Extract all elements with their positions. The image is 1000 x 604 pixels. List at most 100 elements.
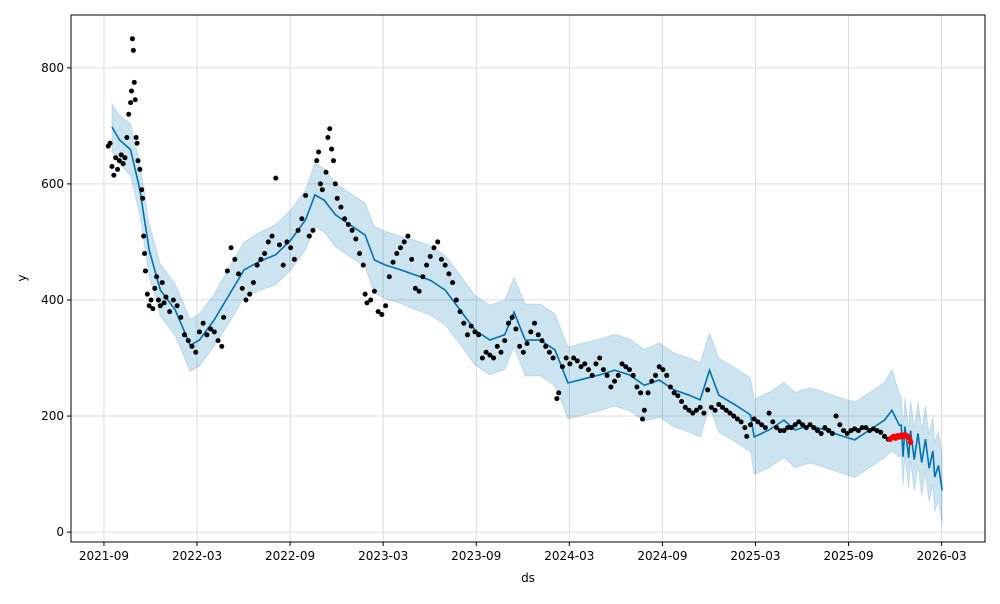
observed-point: [626, 367, 632, 373]
observed-point: [727, 410, 733, 416]
observed-point: [258, 256, 264, 262]
observed-point: [115, 166, 121, 172]
observed-point: [132, 97, 138, 103]
observed-point: [189, 343, 195, 349]
observed-point: [325, 134, 331, 140]
observed-point: [273, 175, 279, 181]
observed-point: [446, 271, 452, 277]
observed-point: [554, 396, 560, 402]
observed-point: [690, 410, 696, 416]
observed-point: [200, 320, 206, 326]
observed-point: [468, 323, 474, 329]
x-tick-label: 2023-03: [358, 549, 408, 563]
observed-point: [362, 291, 368, 297]
observed-point: [288, 245, 294, 251]
observed-point: [401, 239, 407, 245]
observed-point: [137, 166, 143, 172]
observed-point: [686, 407, 692, 413]
observed-point: [142, 268, 148, 274]
x-axis-ticks: 2021-09 2022-03 2022-09 2023-03 2023-09 2024-…: [79, 542, 967, 563]
observed-point: [528, 329, 534, 335]
observed-point: [874, 428, 880, 434]
observed-point: [550, 355, 556, 361]
observed-point: [435, 239, 441, 245]
observed-point: [535, 332, 541, 338]
observed-point: [107, 140, 113, 146]
observed-point: [185, 338, 191, 344]
observed-point: [513, 326, 519, 332]
observed-point: [111, 172, 117, 178]
observed-point: [844, 430, 850, 436]
observed-point: [409, 256, 415, 262]
observed-point: [675, 393, 681, 399]
observed-point: [211, 329, 217, 335]
observed-point: [334, 195, 340, 201]
observed-point: [608, 384, 614, 390]
observed-point: [870, 426, 876, 432]
observed-point: [221, 314, 227, 320]
observed-point: [323, 169, 329, 175]
observed-point: [236, 271, 242, 277]
observed-point: [431, 245, 437, 251]
observed-point: [424, 262, 430, 268]
observed-point: [649, 378, 655, 384]
observed-point: [881, 433, 887, 439]
observed-point: [116, 158, 122, 164]
observed-point: [524, 341, 530, 347]
observed-point: [148, 297, 154, 303]
observed-point: [232, 256, 238, 262]
observed-point: [476, 332, 482, 338]
observed-point: [126, 111, 132, 117]
observed-point: [178, 314, 184, 320]
observed-point: [349, 227, 355, 233]
observed-point: [796, 419, 802, 425]
observed-point: [612, 378, 618, 384]
observed-point: [593, 361, 599, 367]
x-tick-label: 2024-03: [544, 549, 594, 563]
observed-point: [129, 36, 135, 42]
observed-point: [634, 384, 640, 390]
plot-frame: [70, 14, 986, 543]
observed-point: [667, 384, 673, 390]
observed-point: [360, 262, 366, 268]
observed-point: [863, 425, 869, 431]
observed-point: [556, 390, 562, 396]
observed-point: [487, 352, 493, 358]
observed-point: [338, 204, 344, 210]
observed-point: [390, 259, 396, 265]
observed-point: [589, 372, 595, 378]
observed-point: [759, 422, 765, 428]
test-point: [905, 434, 912, 441]
observed-point: [803, 425, 809, 431]
observed-point: [170, 297, 176, 303]
observed-point: [442, 262, 448, 268]
observed-point: [146, 303, 152, 309]
observed-point: [314, 158, 320, 164]
observed-point: [762, 425, 768, 431]
observed-point: [623, 364, 629, 370]
observed-point: [157, 303, 163, 309]
observed-point: [357, 251, 363, 257]
observed-point: [386, 274, 392, 280]
test-points: [887, 431, 914, 445]
observed-point: [563, 355, 569, 361]
observed-point: [597, 355, 603, 361]
observed-point: [693, 407, 699, 413]
observed-point: [154, 274, 160, 280]
observed-point: [453, 297, 459, 303]
forecast-line: [111, 126, 943, 491]
observed-point: [859, 425, 865, 431]
observed-point: [656, 364, 662, 370]
observed-point: [329, 146, 335, 152]
observed-point: [742, 425, 748, 431]
observed-point: [219, 343, 225, 349]
observed-point: [250, 280, 256, 286]
observed-point: [224, 268, 230, 274]
observed-point: [269, 233, 275, 239]
observed-point: [582, 361, 588, 367]
observed-point: [142, 251, 148, 257]
observed-point: [342, 216, 348, 222]
observed-point: [243, 297, 249, 303]
observed-point: [128, 100, 134, 106]
observed-point: [682, 404, 688, 410]
